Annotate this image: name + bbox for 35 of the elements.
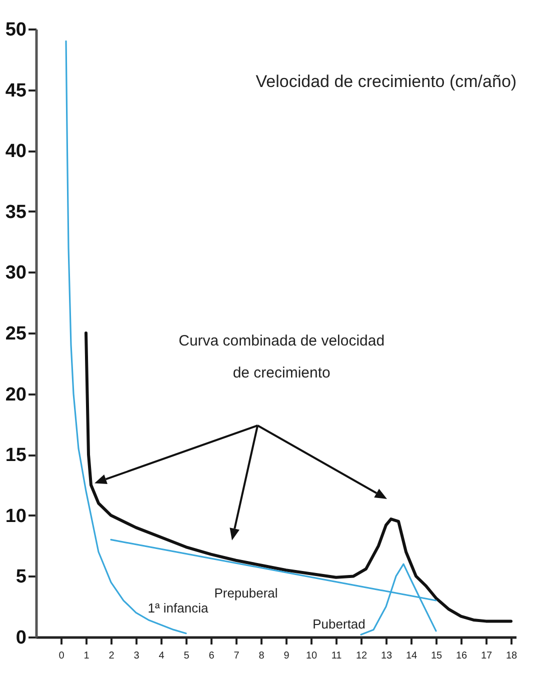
- x-tick-label: 0: [58, 650, 65, 662]
- series-label: Prepuberal: [214, 586, 278, 601]
- x-tick-label: 17: [480, 650, 492, 662]
- x-tick-label: 13: [380, 650, 392, 662]
- y-tick-label: 50: [5, 20, 26, 40]
- x-tick-label: 11: [331, 650, 342, 662]
- y-tick-label: 15: [5, 445, 27, 466]
- x-tick-label: 6: [208, 650, 215, 662]
- y-tick-label: 45: [5, 80, 27, 102]
- x-tick-label: 4: [158, 650, 165, 662]
- x-tick-label: 7: [234, 650, 240, 662]
- x-tick-label: 10: [306, 650, 318, 662]
- y-tick-label: 10: [5, 506, 26, 527]
- y-tick-label: 5: [16, 566, 27, 588]
- text: Velocidad de crecimiento (cm/año): [256, 72, 517, 91]
- y-tick-label: 40: [5, 141, 26, 162]
- x-tick-label: 15: [430, 650, 442, 662]
- series-label: 1ª infancia: [148, 600, 209, 616]
- x-tick-label: 2: [108, 650, 115, 662]
- x-tick-label: 14: [406, 650, 418, 662]
- x-tick-label: 8: [258, 650, 265, 662]
- y-tick-label: 20: [5, 384, 26, 406]
- x-tick-label: 12: [356, 650, 368, 662]
- series-label: Pubertad: [312, 616, 366, 632]
- x-tick-label: 3: [134, 650, 140, 662]
- y-tick-label: 30: [5, 262, 26, 284]
- y-tick-label: 35: [5, 202, 27, 223]
- y-tick-label: 0: [16, 628, 26, 648]
- x-tick-label: 18: [506, 650, 518, 662]
- x-tick-label: 1: [84, 650, 90, 662]
- x-tick-label: 16: [456, 650, 468, 662]
- annotation: Curva combinada de velocidad de crecimiento: [178, 332, 385, 382]
- x-tick-label: 9: [284, 650, 290, 662]
- y-tick-label: 25: [5, 324, 27, 344]
- x-tick-label: 5: [184, 650, 190, 662]
